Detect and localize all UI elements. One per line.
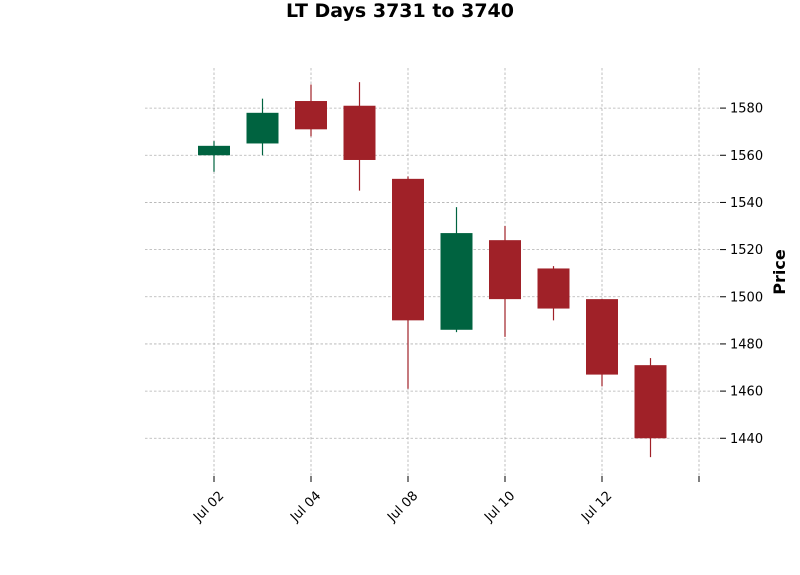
candle-body-down (343, 105, 376, 160)
candle-body-down (489, 240, 521, 300)
axes: 1440 1460 1480 1500 1520 1540 1560 1580 Jul 02 Ju… (190, 102, 763, 526)
candle (295, 84, 327, 137)
candle (198, 141, 230, 172)
candle (586, 299, 618, 387)
y-tick-label: 1520 (730, 243, 763, 258)
candle-body-down (392, 178, 424, 321)
candle (489, 226, 521, 337)
candle (343, 82, 376, 191)
y-tick-label: 1480 (730, 337, 763, 352)
candle (246, 98, 279, 156)
candle-body-up (440, 233, 473, 330)
y-axis-label: Price (770, 249, 789, 295)
x-tick-label: Jul 02 (190, 489, 227, 526)
y-tick-label: 1560 (730, 149, 763, 164)
grid (145, 68, 720, 476)
candle-body-down (537, 268, 570, 309)
candle-body-down (586, 299, 618, 375)
candle (392, 176, 424, 389)
chart-title: LT Days 3731 to 3740 (286, 0, 514, 22)
candle-body-up (198, 145, 230, 156)
candle (634, 358, 667, 458)
candle-body-up (246, 112, 279, 144)
y-tick-label: 1540 (730, 196, 763, 211)
y-tick-label: 1500 (730, 290, 763, 305)
y-tick-label: 1580 (730, 102, 763, 117)
candle-body-down (634, 365, 667, 439)
x-tick-label: Jul 08 (384, 489, 421, 526)
candle (440, 207, 473, 333)
x-tick-label: Jul 10 (481, 489, 518, 526)
candles (198, 82, 667, 458)
candle-body-down (295, 101, 327, 130)
candle (537, 266, 570, 321)
y-tick-label: 1440 (730, 432, 763, 447)
x-tick-label: Jul 04 (287, 489, 324, 526)
y-tick-label: 1460 (730, 385, 763, 400)
x-tick-label: Jul 12 (578, 489, 615, 526)
